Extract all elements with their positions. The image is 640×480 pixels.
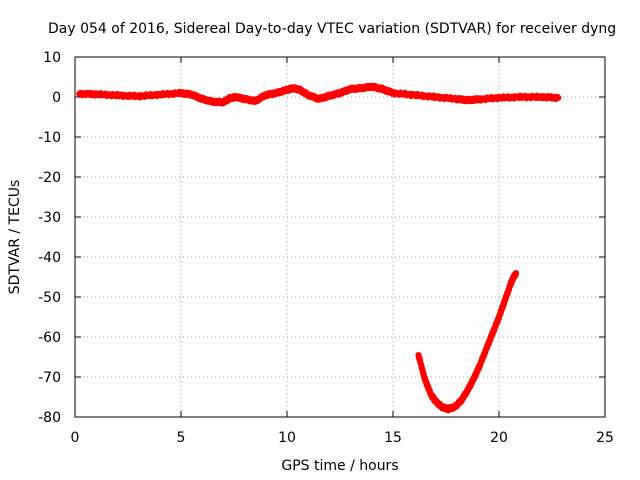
- series-1-point: [358, 85, 365, 92]
- series-1-point: [464, 97, 471, 104]
- series-2-point: [432, 398, 439, 404]
- series-2-point: [470, 376, 477, 382]
- series-2-point: [508, 278, 515, 284]
- series-1-point: [199, 96, 206, 102]
- y-tick-label: -40: [38, 250, 61, 266]
- series-1-point: [209, 98, 216, 105]
- series-2-point: [483, 346, 490, 352]
- series-2-point: [438, 404, 445, 410]
- series-1-point: [135, 93, 142, 100]
- y-tick-label: -70: [38, 370, 61, 386]
- series-1-point: [305, 92, 312, 98]
- series-1-point: [296, 86, 303, 93]
- x-tick-label: 5: [177, 430, 186, 446]
- series-1-point: [337, 90, 343, 96]
- series-2-point: [496, 314, 502, 320]
- series-1-point: [226, 95, 233, 102]
- series-1-point: [114, 92, 121, 99]
- series-2-point: [445, 406, 452, 412]
- series-1-point: [262, 92, 269, 98]
- x-tick-label: 10: [278, 430, 296, 446]
- series-1-point: [368, 83, 375, 90]
- series-1-point: [76, 90, 83, 97]
- series-1-point: [241, 96, 248, 102]
- series-2-point: [415, 352, 422, 358]
- series-1-point: [290, 85, 297, 92]
- x-tick-label: 0: [71, 430, 80, 446]
- series-2-point: [502, 296, 509, 302]
- y-tick-label: -20: [38, 170, 61, 186]
- series-1-point: [326, 92, 333, 99]
- series-2-point: [451, 404, 458, 410]
- y-tick-label: 0: [52, 90, 61, 106]
- series-1-point: [453, 96, 460, 102]
- y-tick-label: -80: [38, 410, 61, 426]
- plot-frame: [74, 56, 606, 418]
- x-tick-label: 15: [384, 430, 402, 446]
- series-1-point: [379, 86, 386, 92]
- series-2-point: [421, 376, 428, 382]
- series-1-point: [474, 96, 481, 103]
- series-2-point: [428, 392, 435, 398]
- series-1-point: [432, 94, 439, 100]
- y-tick-label: -60: [38, 330, 61, 346]
- series-1-point: [252, 98, 259, 104]
- x-tick-label: 25: [596, 430, 614, 446]
- series-1-point: [315, 96, 322, 102]
- axis-ticks: 0 5 10 15 20 25 10 0 -10 -20 -30 -40 -50 -60 -70 -80: [38, 50, 614, 446]
- y-tick-label: 10: [43, 50, 61, 66]
- series-1-point: [347, 86, 354, 92]
- series-1-point: [390, 90, 396, 96]
- series-layer: [76, 82, 562, 414]
- x-tick-label: 20: [490, 430, 508, 446]
- series-1-point: [496, 94, 502, 101]
- y-tick-label: -50: [38, 290, 61, 306]
- series-1-point: [93, 91, 100, 98]
- y-tick-label: -10: [38, 130, 61, 146]
- series-2-point: [512, 270, 519, 276]
- series-1-point: [555, 94, 562, 101]
- series-1-point: [517, 94, 524, 100]
- series-1-point: [284, 86, 290, 93]
- series-1-point: [156, 91, 163, 98]
- x-axis-label: GPS time / hours: [281, 458, 398, 474]
- series-1-point: [538, 94, 545, 100]
- series-1-point: [233, 94, 240, 100]
- chart-title: Day 054 of 2016, Sidereal Day-to-day VTE…: [48, 21, 616, 37]
- series-2-point: [476, 362, 483, 368]
- series-1-point: [273, 90, 280, 96]
- y-tick-label: -30: [38, 210, 61, 226]
- series-2-point: [457, 398, 464, 404]
- series-1-point: [220, 99, 227, 106]
- series-1-point: [411, 92, 418, 98]
- series-1-point: [178, 90, 184, 96]
- series-2-point: [464, 388, 471, 394]
- series-1-point: [188, 91, 195, 98]
- y-axis-label: SDTVAR / TECUs: [7, 180, 23, 295]
- series-2-point: [489, 330, 496, 336]
